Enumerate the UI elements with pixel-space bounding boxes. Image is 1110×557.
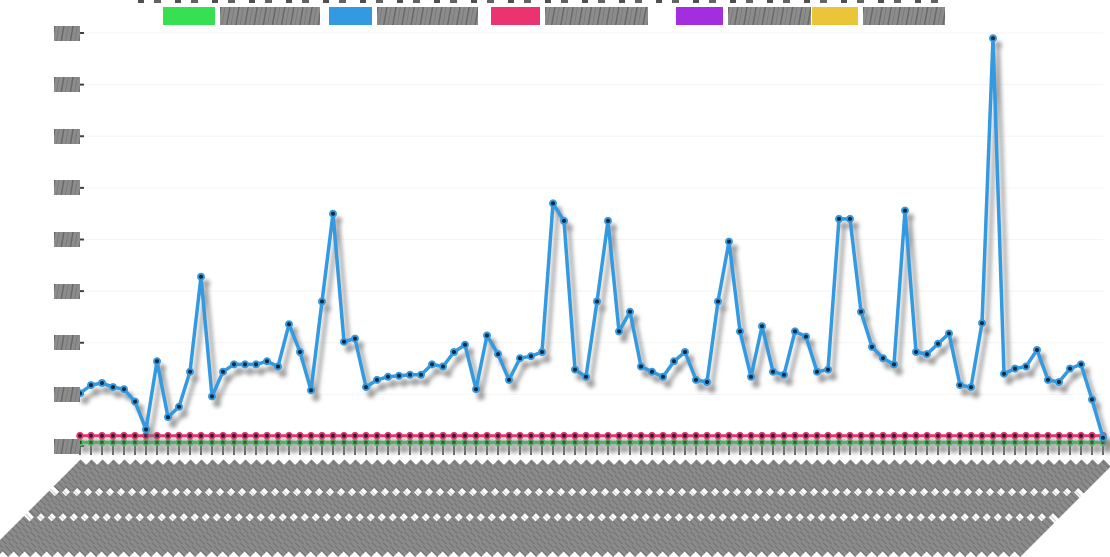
y-tick-label-masked bbox=[54, 128, 80, 144]
series-line bbox=[76, 34, 1107, 442]
y-tick-label-masked bbox=[54, 335, 80, 351]
y-tick-label-masked bbox=[54, 386, 80, 402]
legend-swatch-series-green bbox=[163, 7, 215, 25]
legend-label-masked bbox=[863, 7, 945, 25]
series-line bbox=[76, 438, 1107, 447]
legend-label-masked bbox=[728, 7, 811, 25]
chart-legend bbox=[0, 0, 1110, 30]
legend-swatch-series-pink bbox=[491, 7, 540, 25]
legend-entry-series-purple[interactable] bbox=[676, 7, 811, 25]
legend-entry-series-yellow[interactable] bbox=[812, 7, 945, 25]
cropped-text-row bbox=[138, 0, 944, 3]
legend-entry-series-blue[interactable] bbox=[329, 7, 478, 25]
legend-label-masked bbox=[377, 7, 478, 25]
legend-swatch-series-purple bbox=[676, 7, 723, 25]
legend-label-masked bbox=[545, 7, 648, 25]
legend-swatch-series-blue bbox=[329, 7, 372, 25]
legend-entry-series-green[interactable] bbox=[163, 7, 320, 25]
gridlines bbox=[80, 32, 1103, 447]
y-tick-label-masked bbox=[54, 438, 80, 454]
y-tick-label-masked bbox=[54, 77, 80, 93]
y-tick-label-masked bbox=[54, 232, 80, 247]
legend-label-masked bbox=[220, 7, 320, 25]
legend-swatch-series-yellow bbox=[812, 7, 858, 25]
y-tick-label-masked bbox=[54, 25, 80, 41]
axis-ticks bbox=[74, 32, 1104, 455]
y-tick-label-masked bbox=[54, 180, 80, 196]
series-line bbox=[76, 431, 1107, 440]
y-tick-label-masked bbox=[54, 283, 80, 299]
legend-entry-series-pink[interactable] bbox=[491, 7, 648, 25]
